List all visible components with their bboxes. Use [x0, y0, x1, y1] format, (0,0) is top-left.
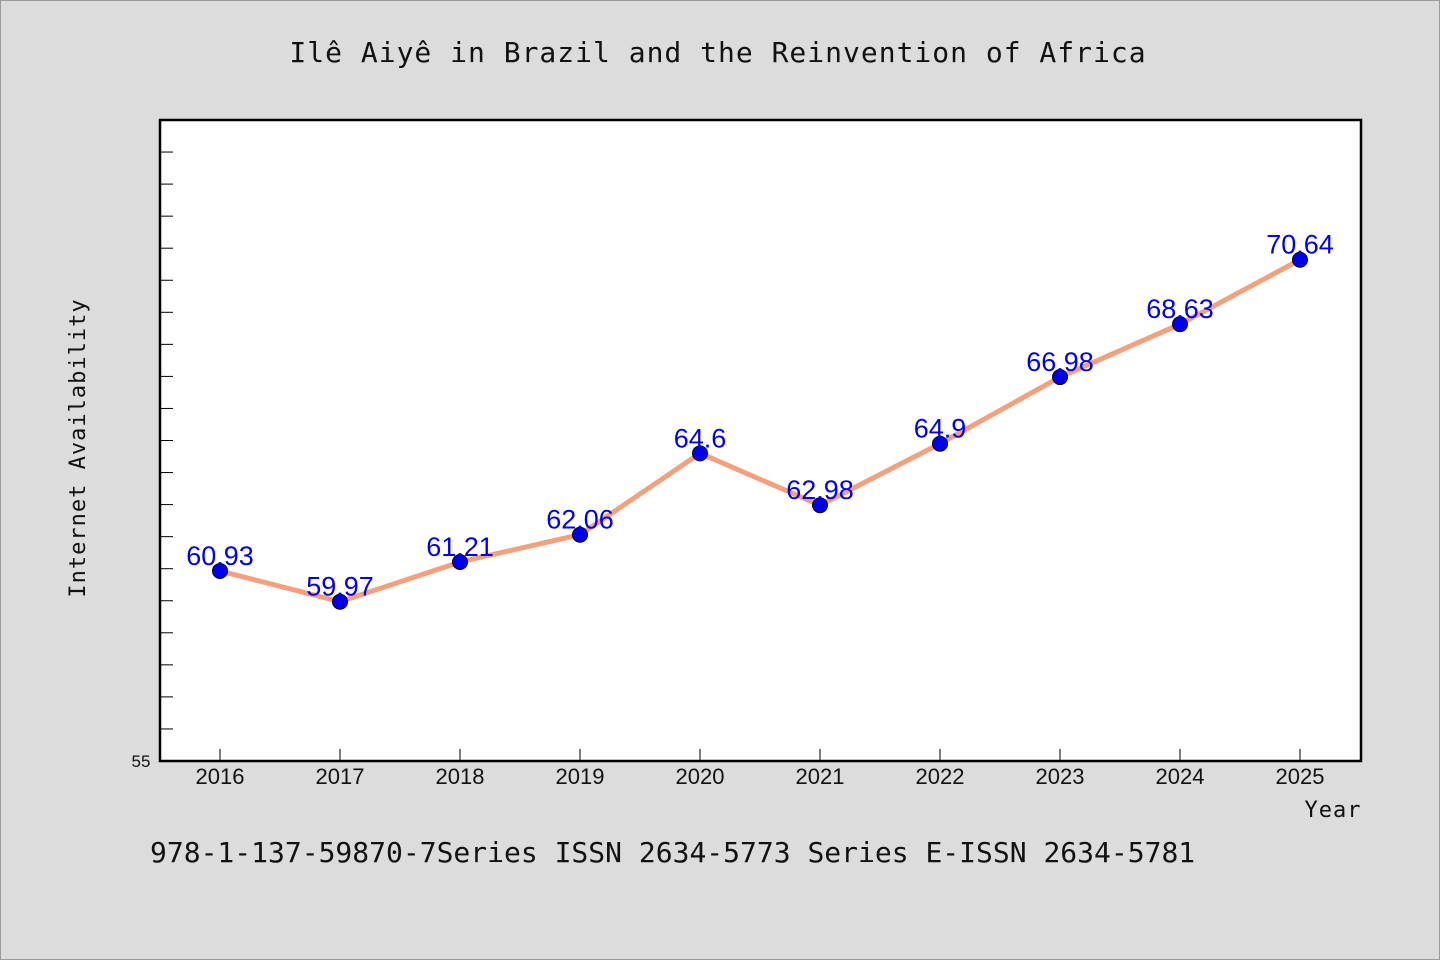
series-line	[219, 257, 1302, 605]
data-point-label: 60.93	[186, 541, 254, 571]
x-tick-label: 2017	[316, 764, 365, 789]
data-point-marker	[692, 445, 708, 462]
data-point-marker	[1292, 251, 1308, 268]
x-tick-label: 2018	[436, 764, 485, 789]
data-point-marker	[932, 435, 948, 452]
data-point-label: 64.9	[914, 414, 967, 444]
x-tick-label: 2016	[196, 764, 245, 789]
data-point-marker	[1052, 369, 1068, 386]
x-axis-ticks: 2016 2017 2018 2019 2020 2021 2022 2023 2024 2025	[196, 749, 1325, 789]
data-point-marker	[812, 497, 828, 514]
x-axis-title: Year	[1305, 798, 1362, 823]
data-point-marker	[572, 526, 588, 543]
y-axis-ticks	[160, 119, 173, 730]
x-tick-label: 2019	[556, 764, 605, 789]
data-point-label: 68.63	[1146, 294, 1214, 324]
data-point-marker	[332, 593, 348, 610]
data-point-label: 62.06	[546, 505, 614, 535]
data-point-label: 61.21	[426, 532, 494, 562]
data-markers	[212, 251, 1308, 610]
data-point-marker	[212, 562, 228, 579]
x-tick-label: 2024	[1156, 764, 1205, 789]
data-point-label: 59.97	[306, 572, 374, 602]
data-point-label: 62.98	[786, 475, 854, 505]
data-point-marker	[1172, 316, 1188, 333]
x-tick-label: 2021	[796, 764, 845, 789]
data-labels: 60.93 59.97 61.21 62.06 64.6 62.98 64.9 66.98 68…	[186, 230, 1334, 602]
y-axis-title: Internet Availability	[66, 298, 91, 597]
y-tick-label: 55	[132, 752, 151, 771]
data-point-label: 64.6	[674, 423, 727, 453]
x-tick-label: 2020	[676, 764, 725, 789]
x-tick-label: 2022	[916, 764, 965, 789]
data-point-label: 70.64	[1266, 230, 1334, 260]
data-point-label: 66.98	[1026, 347, 1094, 377]
plot-area	[158, 118, 1363, 763]
x-tick-label: 2023	[1036, 764, 1085, 789]
footer-isbn-text: 978-1-137-59870-7Series ISSN 2634-5773 S…	[150, 836, 1195, 869]
data-point-marker	[452, 553, 468, 570]
x-tick-label: 2025	[1276, 764, 1325, 789]
chart-title: Ilê Aiyê in Brazil and the Reinvention o…	[289, 36, 1146, 69]
